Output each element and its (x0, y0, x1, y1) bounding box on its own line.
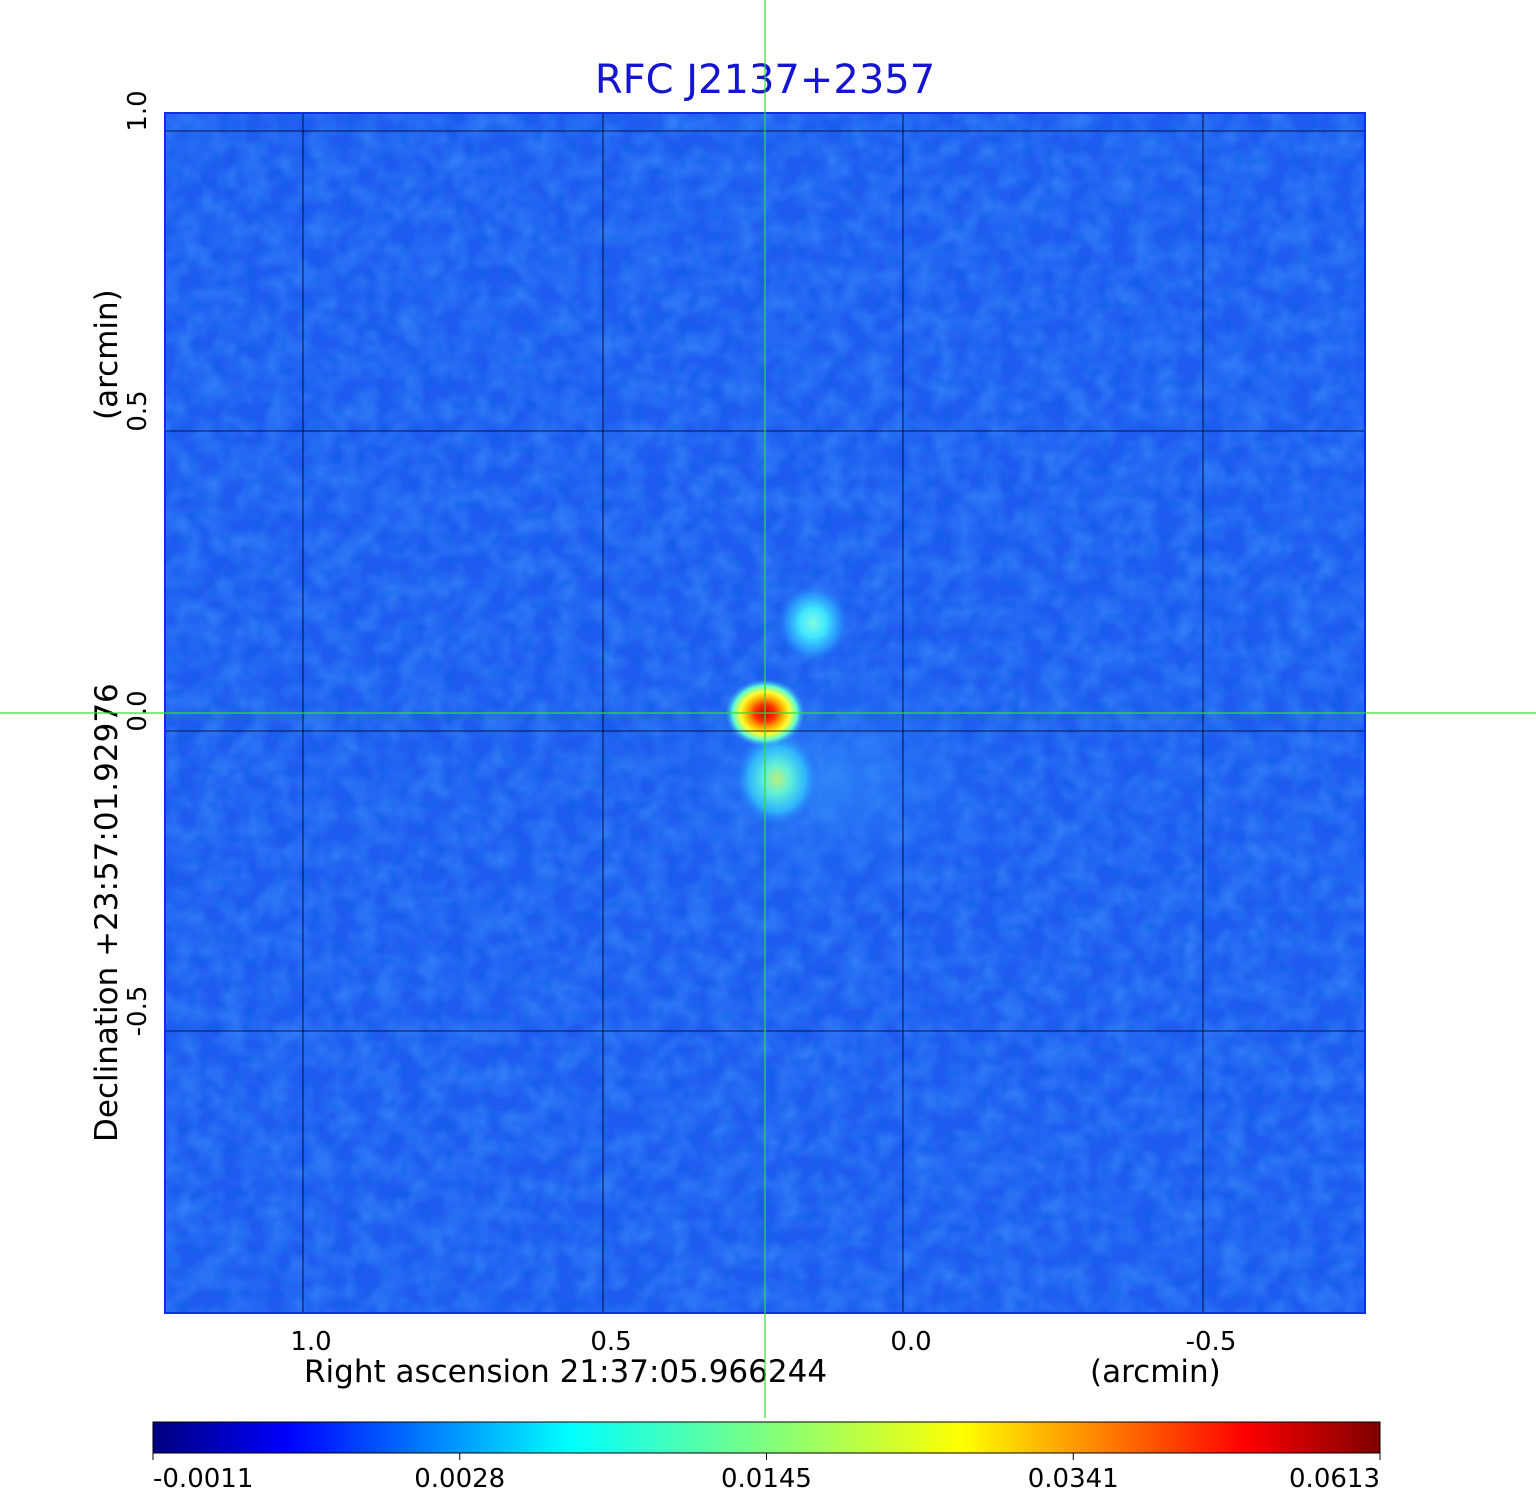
x-tick-label: 0.5 (590, 1327, 631, 1357)
y-tick-labels: -0.5 0.0 0.5 1.0 (123, 90, 153, 1036)
x-axis-unit: (arcmin) (1090, 1354, 1221, 1390)
y-tick-label: 0.5 (123, 390, 153, 431)
x-axis-label: Right ascension 21:37:05.966244 (304, 1354, 827, 1390)
y-axis-unit: (arcmin) (89, 289, 125, 420)
colorbar-tick-label: 0.0028 (414, 1464, 505, 1494)
colorbar-tick-label: 0.0613 (1289, 1464, 1380, 1494)
x-tick-labels: 1.0 0.5 0.0 -0.5 (290, 1327, 1236, 1357)
x-tick-label: -0.5 (1186, 1327, 1237, 1357)
x-tick-label: 0.0 (890, 1327, 931, 1357)
colorbar-tick-label: 0.0341 (1028, 1464, 1119, 1494)
colorbar-ticks: -0.0011 0.0028 0.0145 0.0341 0.0613 (152, 1453, 1381, 1494)
source-north-component (775, 581, 851, 665)
x-tick-label: 1.0 (290, 1327, 331, 1357)
colorbar-tick-label: -0.0011 (153, 1464, 253, 1494)
diffuse-emission (630, 650, 1030, 910)
y-tick-label: -0.5 (123, 986, 153, 1037)
y-axis-label: Declination +23:57:01.92976 (89, 683, 125, 1142)
y-tick-label: 1.0 (123, 90, 153, 131)
y-tick-label: 0.0 (123, 690, 153, 731)
colorbar-tick-label: 0.0145 (721, 1464, 812, 1494)
source-south-component (733, 729, 821, 829)
colorbar (152, 1421, 1381, 1454)
